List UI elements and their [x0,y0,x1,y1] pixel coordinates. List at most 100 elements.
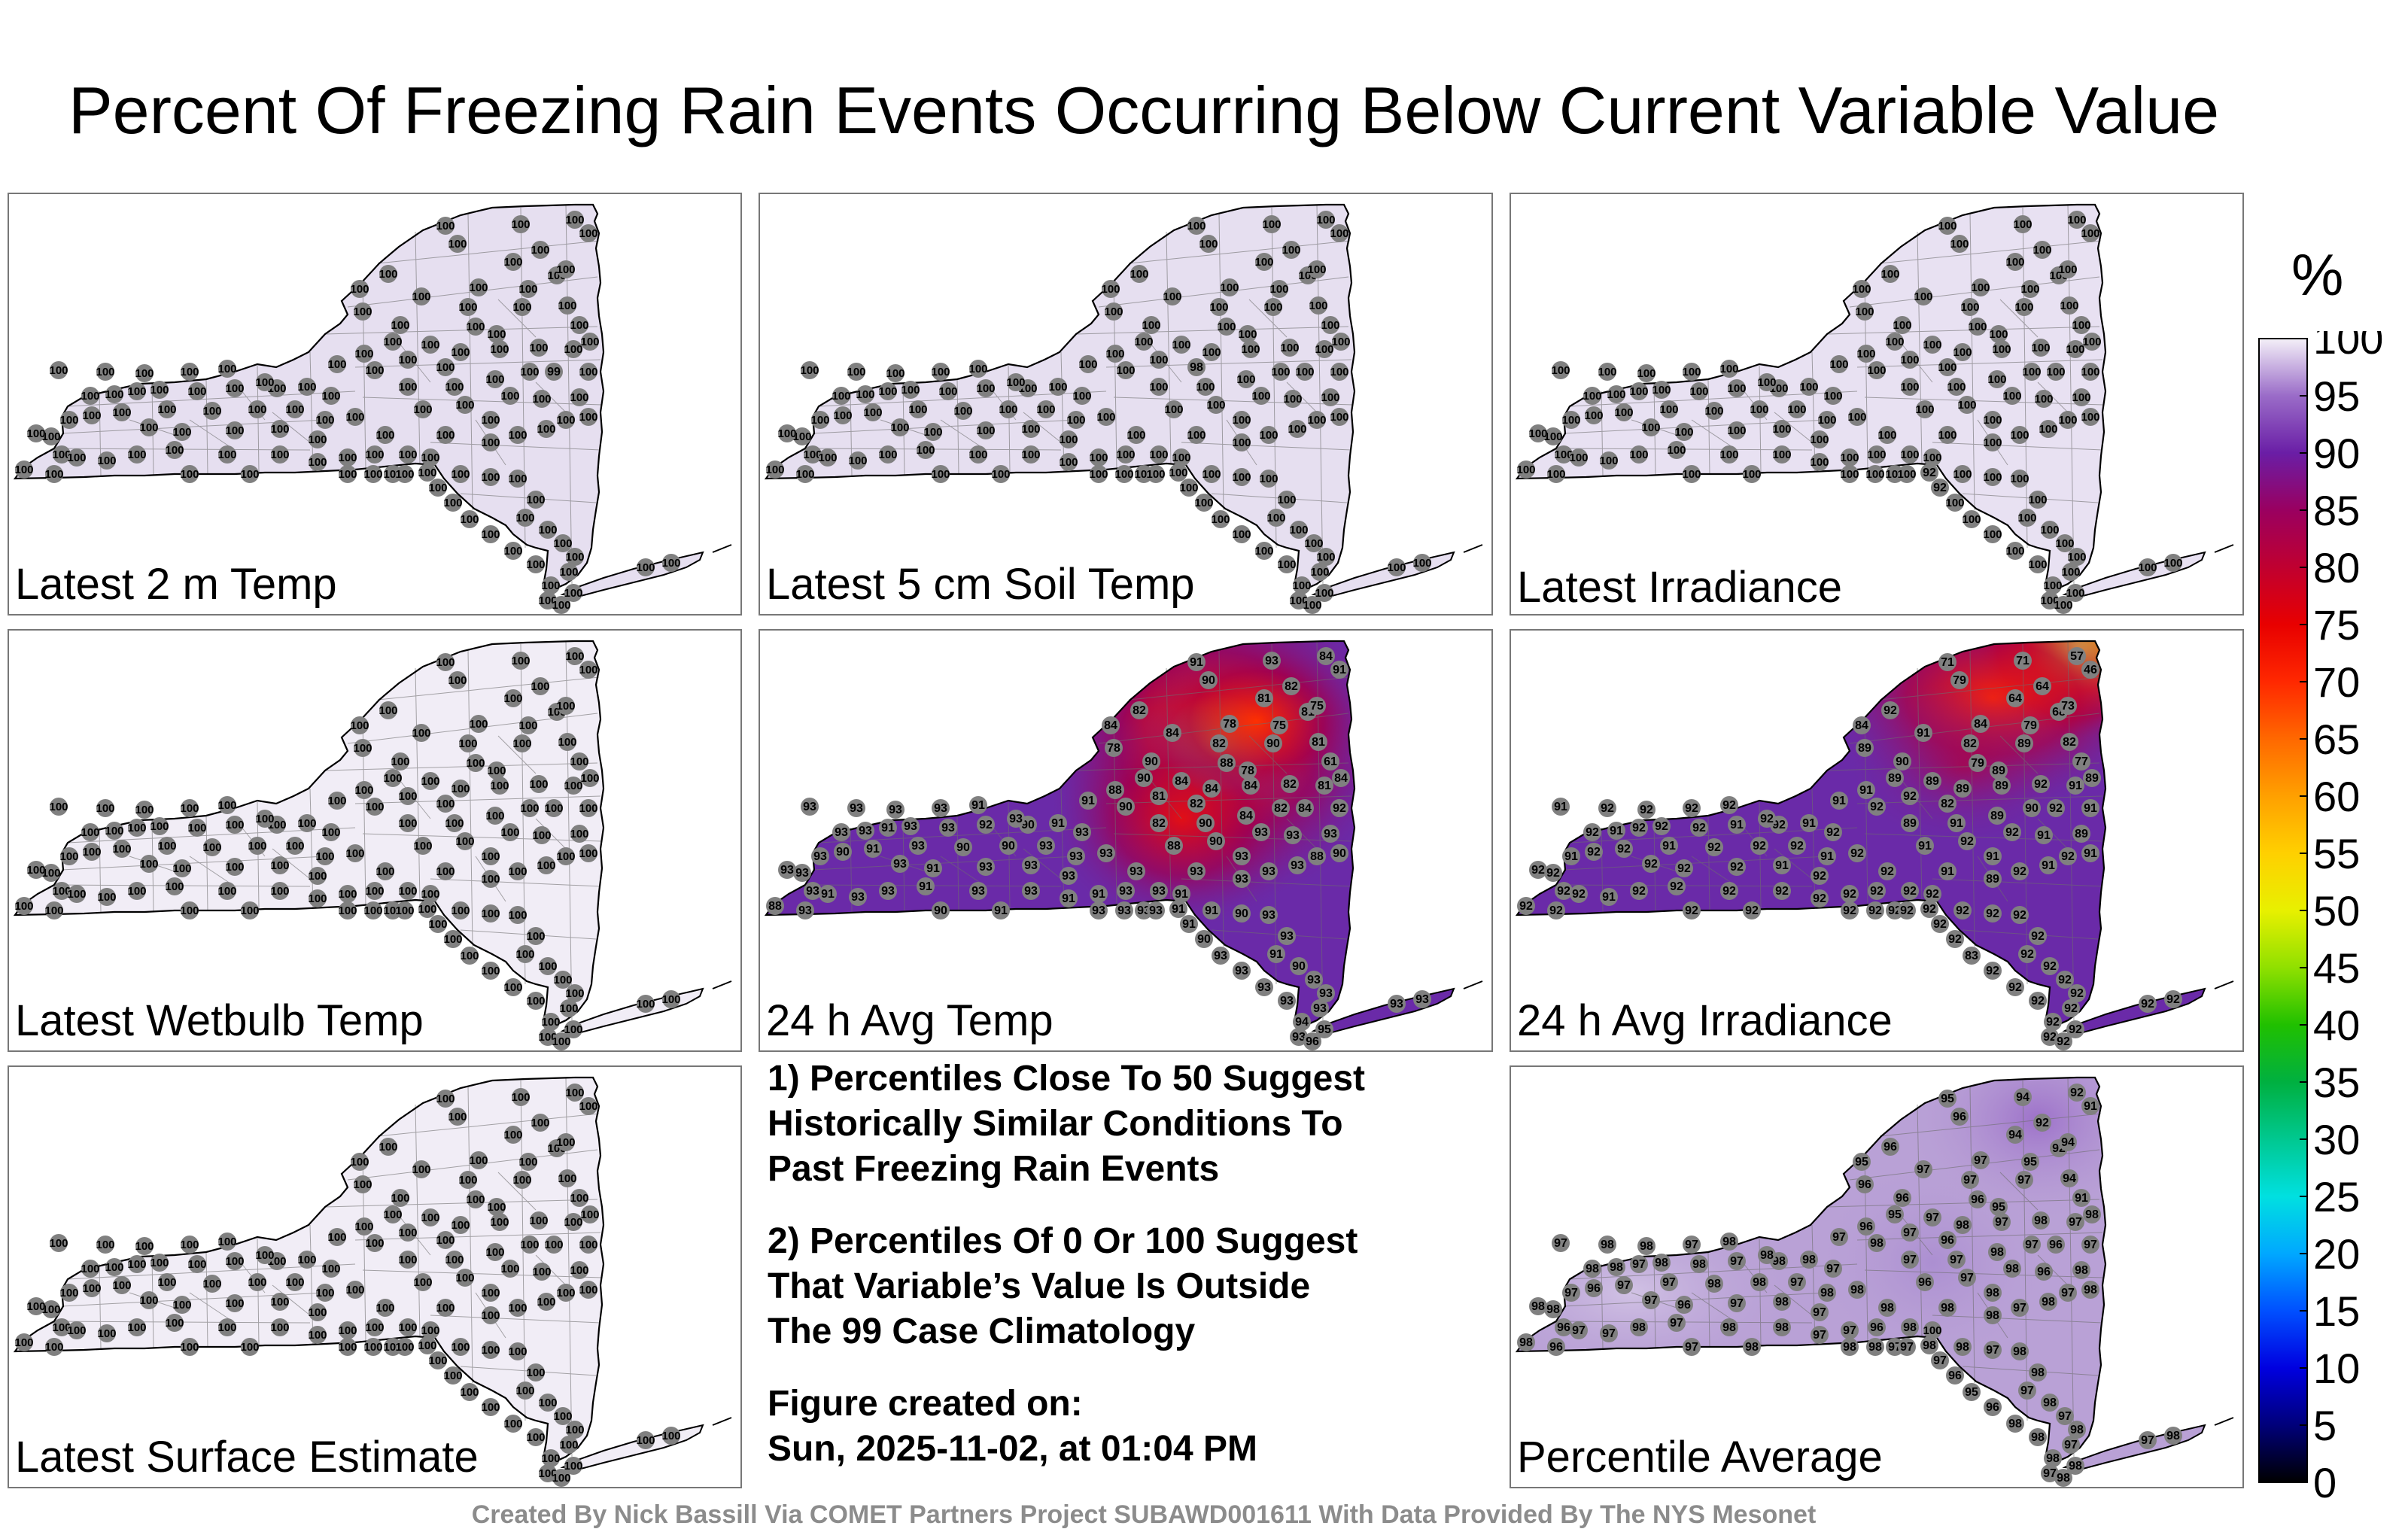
station-marker: 100 [558,733,577,751]
station-dot [932,901,950,919]
station-dot [1615,840,1633,858]
station-marker: 91 [1600,888,1618,906]
station-value: 82 [1963,737,1977,750]
station-marker: 93 [1212,947,1230,965]
station-dot [1547,1338,1565,1356]
station-marker: 93 [1255,978,1273,996]
station-dot [445,1251,464,1269]
station-value: 100 [570,319,588,332]
station-dot [451,465,470,483]
station-dot [924,423,942,441]
station-dot [1529,861,1547,879]
station-value: 97 [1670,1317,1683,1330]
station-dot [364,1338,382,1356]
station-marker: 82 [2060,733,2078,751]
station-marker: 100 [127,819,147,837]
station-dot [384,333,402,351]
station-value: 100 [354,1220,373,1233]
station-value: 93 [1024,859,1038,872]
station-marker: 100 [485,807,505,825]
station-value: 100 [1719,448,1738,461]
county-border [362,1269,603,1278]
station-dot [2164,554,2182,572]
station-marker: 100 [503,253,523,271]
station-value: 97 [2043,1467,2057,1480]
station-marker: 92 [1570,885,1588,903]
station-marker: 100 [445,378,464,396]
station-value: 98 [1722,1321,1736,1334]
station-dot [521,1236,539,1254]
station-dot [1728,858,1746,876]
station-dot [1923,772,1941,790]
station-marker: 100 [526,555,546,573]
station-dot [2062,999,2080,1017]
station-value: 92 [1923,467,1936,479]
station-marker: 98 [1758,1246,1776,1264]
station-dot [181,1236,199,1254]
station-dot [1147,901,1165,919]
station-marker: 92 [2056,971,2074,989]
station-marker: 100 [1867,361,1887,379]
station-dot [509,1299,527,1317]
station-value: 100 [511,655,530,667]
colorbar: 0510152025303540455055606570758085909510… [2258,331,2383,1505]
station-value: 100 [1116,364,1135,377]
station-value: 100 [1330,411,1348,424]
station-dot [1267,945,1285,963]
station-value: 100 [96,366,114,378]
station-dot [1102,716,1120,734]
station-marker: 92 [1668,877,1686,895]
station-marker: 100 [1757,373,1777,391]
station-marker: 100 [538,521,558,539]
station-marker: 97 [1728,1252,1746,1270]
station-value: 93 [1280,930,1294,943]
station-marker: 100 [908,400,928,418]
county-border [1917,667,1923,901]
station-value: 100 [1772,423,1791,436]
station-marker: 100 [59,1284,79,1302]
station-value: 100 [248,840,266,853]
station-dot [531,677,549,695]
county-border [1075,326,1349,335]
station-marker: 91 [2066,777,2084,795]
station-dot [2068,548,2086,566]
station-value: 100 [1269,283,1288,296]
station-dot [1233,525,1251,543]
station-value: 98 [1802,1254,1816,1266]
county-border [272,1284,311,1316]
station-value: 82 [1941,798,1954,810]
station-value: 100 [398,1226,417,1239]
station-value: 100 [564,1023,582,1036]
station-value: 92 [1870,885,1884,898]
station-dot [560,1436,578,1454]
station-value: 92 [1933,918,1947,931]
station-value: 100 [1196,381,1215,394]
colorbar-tick-label: 45 [2313,944,2360,992]
station-marker: 100 [308,1326,327,1344]
station-marker: 100 [481,1284,500,1302]
station-value: 100 [1048,381,1067,394]
station-value: 100 [490,1216,509,1229]
station-dot [1901,378,1919,396]
station-marker: 98 [2039,1293,2057,1311]
station-marker: 100 [1163,287,1182,305]
station-value: 100 [350,283,369,296]
station-marker: 100 [1546,465,1566,483]
station-value: 100 [180,468,199,481]
station-marker: 100 [1316,211,1336,229]
station-marker: 100 [968,445,988,464]
station-dot [1305,971,1323,989]
station-dot [2068,211,2086,229]
station-value: 100 [1289,524,1308,536]
station-marker: 100 [460,947,479,965]
county-border [205,1251,208,1348]
station-dot [391,752,409,771]
station-value: 100 [1303,599,1321,612]
station-dot [1187,653,1206,671]
station-marker: 100 [217,445,237,464]
station-dot [1811,1326,1829,1344]
station-value: 93 [1319,987,1333,1000]
station-marker: 100 [165,877,184,895]
county-border [272,848,311,880]
state-outline [764,203,1356,591]
